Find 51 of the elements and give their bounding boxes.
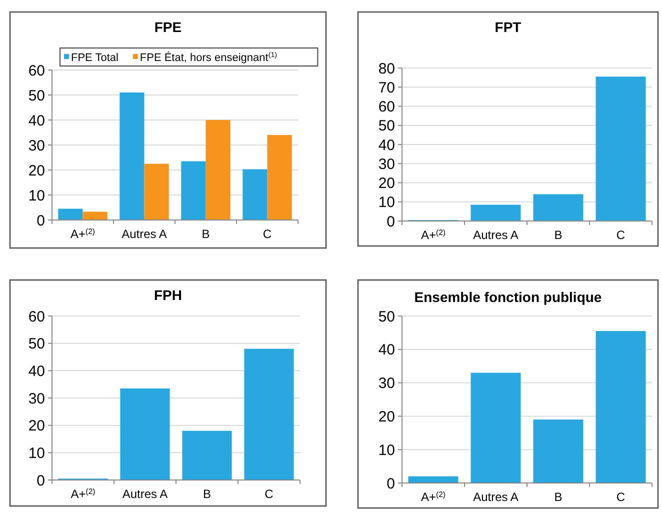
x-tick-label: A+$^{(2)}$ (70, 226, 96, 241)
legend-label: FPE État, hors enseignant$^{(1)}$ (140, 51, 278, 64)
y-tick-label: 50 (28, 336, 45, 353)
x-tick-label: A+$^{(2)}$ (420, 228, 446, 242)
x-tick-label: B (202, 227, 210, 241)
y-tick-label: 60 (28, 62, 45, 80)
y-tick-label: 20 (378, 175, 395, 192)
y-tick-label: 10 (28, 444, 45, 462)
y-tick-label: 50 (378, 118, 395, 135)
y-tick-label: 40 (378, 342, 395, 359)
y-tick-label: 0 (386, 475, 395, 492)
y-tick-label: 50 (28, 87, 45, 104)
x-tick-label: C (616, 490, 626, 504)
chart-title: FPT (494, 19, 522, 35)
x-tick-label: Autres A (122, 487, 168, 501)
y-tick-label: 0 (36, 212, 45, 230)
y-tick-label: 40 (28, 112, 45, 130)
y-tick-label: 10 (28, 187, 45, 204)
x-tick-label: A+$^{(2)}$ (70, 486, 96, 501)
y-tick-label: 30 (28, 390, 45, 408)
legend-label: FPE Total (71, 52, 118, 64)
y-tick-label: 20 (28, 418, 45, 435)
x-tick-label: C (616, 228, 626, 242)
y-tick-label: 80 (378, 60, 395, 78)
y-tick-label: 0 (386, 213, 395, 230)
y-tick-label: 60 (28, 308, 45, 326)
y-tick-label: 30 (378, 156, 395, 173)
chart-title: FPE (154, 19, 182, 35)
y-tick-label: 10 (378, 442, 395, 459)
y-tick-label: 40 (28, 362, 45, 380)
x-tick-label: Autres A (122, 227, 167, 241)
y-tick-label: 0 (36, 472, 45, 490)
x-tick-label: C (264, 487, 274, 501)
y-tick-label: 70 (378, 79, 395, 96)
x-tick-label: A+$^{(2)}$ (420, 490, 446, 504)
y-tick-label: 60 (378, 98, 395, 116)
x-tick-label: Autres A (473, 228, 518, 242)
y-tick-label: 10 (378, 194, 395, 212)
x-tick-label: B (554, 490, 562, 504)
y-tick-label: 20 (378, 408, 395, 426)
x-tick-label: B (202, 487, 212, 501)
y-tick-label: 30 (378, 375, 395, 392)
x-tick-label: Autres A (473, 490, 518, 504)
y-tick-label: 30 (28, 137, 45, 154)
y-tick-label: 40 (378, 136, 395, 154)
x-tick-label: B (554, 228, 562, 242)
chart-title: FPH (154, 287, 182, 303)
y-tick-label: 50 (378, 308, 395, 326)
y-tick-label: 20 (28, 162, 45, 180)
chart-title: Ensemble fonction publique (414, 289, 602, 305)
x-tick-label: C (262, 227, 272, 241)
